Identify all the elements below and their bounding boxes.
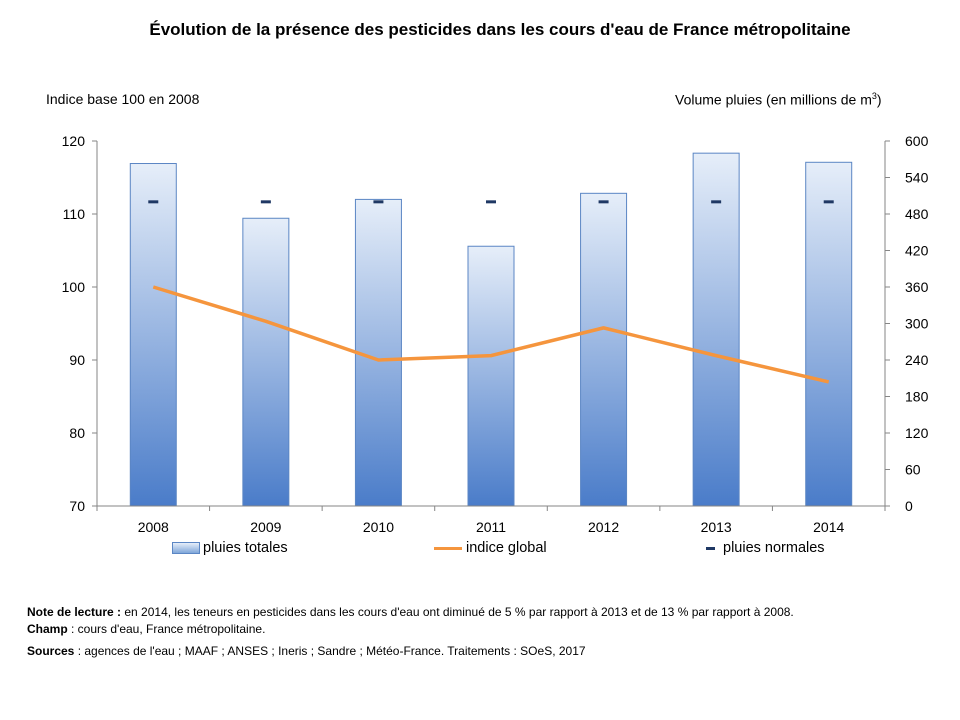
note-champ: Champ : cours d'eau, France métropolitai…: [27, 622, 266, 636]
bar-2011: [467, 245, 515, 507]
x-tick-label: 2013: [701, 519, 732, 535]
y-right-tick-label: 540: [905, 170, 929, 186]
chart-area: 1201101009080706005404804203603002401801…: [62, 133, 929, 535]
legend-swatch-bar: [172, 542, 200, 554]
marker-pluies-normales-2008: [148, 200, 159, 204]
x-tick-label: 2014: [813, 519, 844, 535]
note-sources: Sources : agences de l'eau ; MAAF ; ANSE…: [27, 644, 586, 658]
marker-pluies-normales-2014: [823, 200, 834, 204]
marker-pluies-normales-2009: [260, 200, 271, 204]
y-right-tick-label: 120: [905, 425, 929, 441]
bar-2010: [354, 198, 402, 507]
marker-pluies-normales-2013: [711, 200, 722, 204]
legend-label-indice-global: indice global: [466, 540, 547, 556]
y-right-tick-label: 300: [905, 316, 929, 332]
legend-label-pluies-totales: pluies totales: [203, 540, 288, 556]
y-left-axis-label: Indice base 100 en 2008: [46, 91, 200, 107]
notes: Note de lecture : en 2014, les teneurs e…: [27, 604, 794, 660]
x-tick-label: 2011: [476, 519, 506, 535]
y-right-tick-label: 0: [905, 498, 913, 514]
legend: pluies totales indice global pluies norm…: [0, 540, 960, 564]
y-right-tick-label: 420: [905, 243, 929, 259]
y-left-tick-label: 120: [62, 133, 86, 149]
bar-2012: [580, 192, 628, 507]
bar-2008: [129, 163, 177, 507]
note-lecture: Note de lecture : en 2014, les teneurs e…: [27, 605, 794, 619]
y-left-tick-label: 110: [63, 206, 86, 222]
y-right-tick-label: 60: [905, 462, 921, 478]
legend-swatch-line: [434, 546, 462, 550]
bar-2009: [242, 217, 290, 507]
y-left-tick-label: 80: [69, 425, 85, 441]
bar-2013: [692, 152, 740, 507]
x-tick-label: 2008: [138, 519, 169, 535]
y-right-tick-label: 480: [905, 206, 929, 222]
x-tick-label: 2009: [250, 519, 281, 535]
y-left-tick-label: 100: [62, 279, 86, 295]
y-right-axis-label: Volume pluies (en millions de m3): [675, 91, 882, 108]
y-left-tick-label: 90: [69, 352, 85, 368]
legend-label-pluies-normales: pluies normales: [723, 540, 825, 556]
legend-item-indice-global: indice global: [434, 540, 547, 556]
legend-item-pluies-normales: pluies normales: [703, 540, 825, 556]
line-indice-global: [152, 285, 830, 384]
bar-2014: [805, 161, 853, 507]
marker-pluies-normales-2010: [373, 200, 384, 204]
y-right-tick-label: 600: [905, 133, 929, 149]
y-right-axis-label-sup: 3: [871, 91, 877, 101]
y-right-tick-label: 240: [905, 352, 929, 368]
chart-title: Évolution de la présence des pesticides …: [149, 20, 851, 39]
y-right-tick-label: 360: [905, 279, 929, 295]
marker-pluies-normales-2011: [486, 200, 496, 204]
x-tick-label: 2012: [588, 519, 619, 535]
marker-pluies-normales-2012: [598, 200, 609, 204]
x-tick-label: 2010: [363, 519, 394, 535]
y-right-tick-label: 180: [905, 389, 929, 405]
legend-item-pluies-totales: pluies totales: [172, 540, 288, 556]
legend-swatch-marker: [706, 546, 715, 550]
y-left-tick-label: 70: [69, 498, 85, 514]
